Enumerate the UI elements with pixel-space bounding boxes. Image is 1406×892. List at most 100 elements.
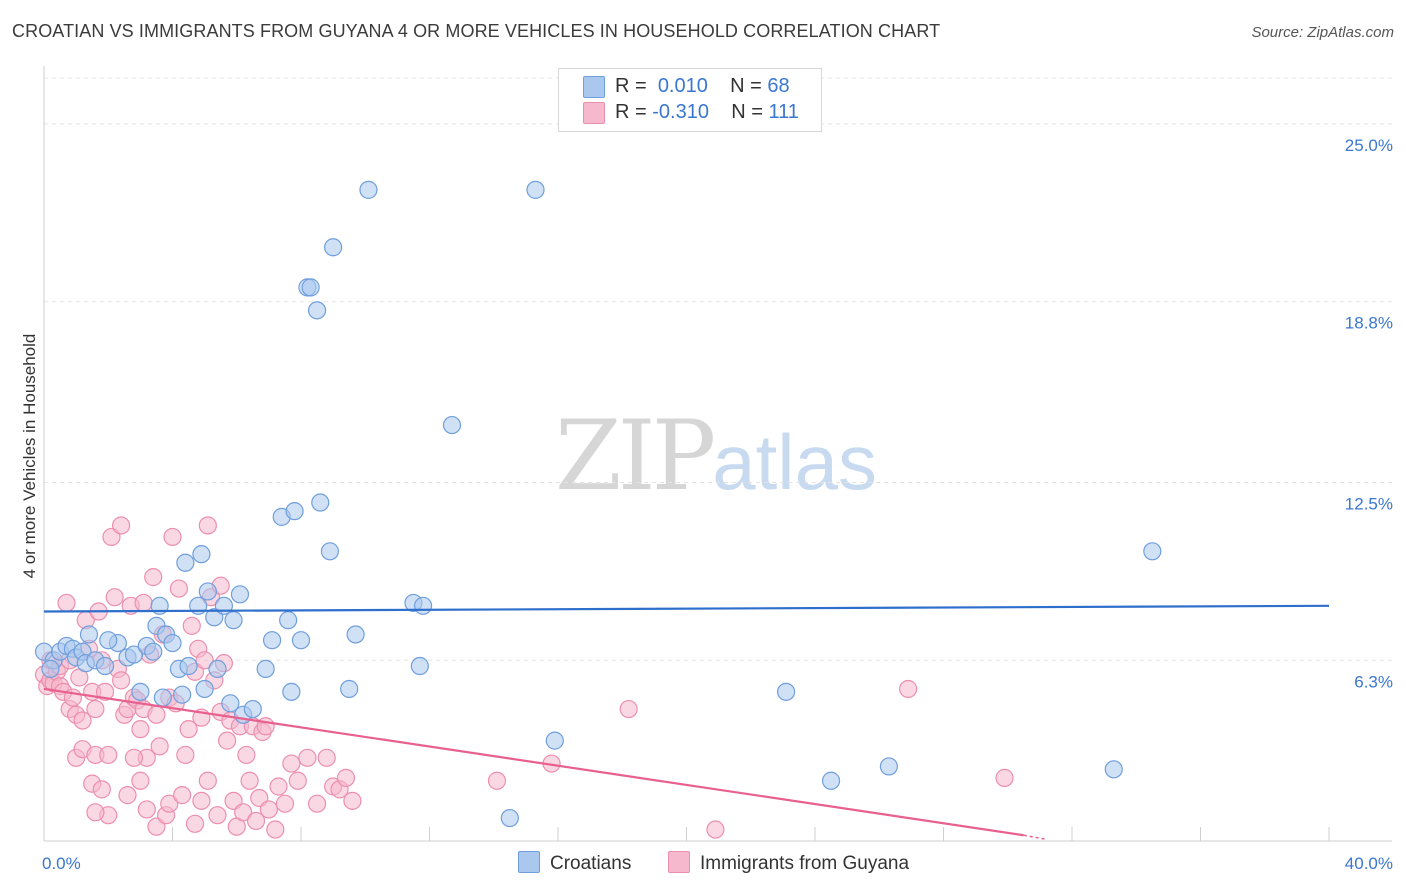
point-croatians	[500, 808, 519, 828]
point-guyana	[336, 768, 356, 787]
y-tick-label: 12.5%	[1345, 494, 1393, 513]
point-guyana	[160, 794, 179, 813]
point-croatians	[198, 582, 217, 601]
point-croatians	[359, 180, 378, 199]
point-croatians	[285, 502, 304, 521]
point-guyana	[86, 699, 105, 719]
point-croatians	[821, 771, 841, 790]
trend-line-guyana	[43, 687, 1024, 837]
point-guyana	[179, 720, 198, 739]
point-guyana	[185, 814, 205, 833]
point-guyana	[111, 671, 131, 690]
point-guyana	[99, 745, 118, 765]
y-tick-label: 25.0%	[1345, 136, 1393, 155]
point-croatians	[144, 642, 163, 661]
point-croatians	[224, 611, 243, 630]
point-guyana	[266, 820, 285, 839]
point-croatians	[307, 301, 327, 320]
legend-n-label-guyana: N =	[731, 101, 763, 123]
x-tick-label: 0.0%	[42, 854, 81, 873]
point-guyana	[275, 794, 295, 813]
watermark-atlas: atlas	[712, 418, 877, 506]
point-croatians	[153, 688, 172, 707]
point-guyana	[899, 679, 918, 699]
legend-r-label-croatians: R =	[615, 75, 647, 97]
y-tick-label: 6.3%	[1354, 672, 1393, 691]
point-guyana	[298, 748, 317, 767]
point-croatians	[279, 611, 298, 630]
trend-extension-guyana	[1023, 834, 1046, 841]
source-label: Source: ZipAtlas.com	[1251, 24, 1394, 41]
point-croatians	[95, 656, 115, 676]
bottom-legend-swatch-croatians	[518, 851, 540, 873]
point-guyana	[237, 745, 256, 765]
point-croatians	[221, 694, 240, 713]
point-croatians	[545, 731, 564, 750]
legend-r-label-guyana: R =	[615, 101, 647, 123]
point-guyana	[147, 705, 166, 724]
point-guyana	[307, 794, 327, 813]
bottom-legend-guyana: Immigrants from Guyana	[668, 851, 909, 875]
point-guyana	[144, 568, 163, 587]
legend-n-value-croatians: 68	[767, 75, 790, 97]
point-croatians	[230, 585, 250, 604]
point-guyana	[282, 754, 301, 773]
point-guyana	[137, 800, 156, 819]
point-guyana	[343, 791, 362, 810]
point-croatians	[176, 553, 195, 572]
point-croatians	[163, 633, 182, 653]
point-guyana	[105, 588, 124, 607]
point-guyana	[240, 771, 259, 790]
point-guyana	[131, 720, 150, 739]
legend-swatch-guyana	[583, 102, 605, 124]
point-guyana	[163, 527, 182, 547]
point-croatians	[1104, 760, 1123, 779]
point-guyana	[150, 737, 169, 756]
point-guyana	[86, 803, 105, 822]
y-tick-label: 18.8%	[1345, 314, 1393, 333]
point-guyana	[487, 771, 507, 790]
point-guyana	[182, 616, 201, 635]
point-guyana	[192, 791, 211, 810]
point-croatians	[320, 542, 340, 561]
point-guyana	[111, 516, 131, 535]
bottom-legend-croatians: Croatians	[518, 851, 631, 875]
point-guyana	[198, 516, 217, 535]
bottom-legend-swatch-guyana	[668, 851, 690, 873]
point-guyana	[92, 780, 111, 799]
bottom-legend-label-guyana: Immigrants from Guyana	[700, 853, 910, 874]
point-croatians	[256, 659, 275, 678]
bottom-legend-label-croatians: Croatians	[550, 853, 632, 874]
legend-swatch-croatians	[583, 76, 605, 98]
point-guyana	[246, 811, 266, 831]
point-croatians	[346, 625, 365, 644]
point-guyana	[208, 806, 227, 825]
point-guyana	[198, 771, 217, 790]
point-croatians	[173, 685, 192, 704]
correlation-legend: R = 0.010 N = 68 R = -0.310 N = 111	[558, 68, 822, 132]
point-croatians	[413, 596, 433, 615]
point-guyana	[195, 651, 214, 670]
point-croatians	[526, 180, 545, 199]
point-croatians	[301, 278, 320, 297]
x-tick-label: 40.0%	[1345, 854, 1393, 873]
point-croatians	[442, 415, 462, 435]
point-croatians	[410, 656, 429, 676]
point-guyana	[995, 768, 1014, 787]
watermark: ZIPatlas	[555, 400, 877, 512]
point-guyana	[169, 579, 189, 598]
point-croatians	[131, 682, 150, 701]
point-guyana	[259, 800, 278, 819]
point-croatians	[291, 631, 311, 650]
point-croatians	[243, 699, 262, 719]
point-guyana	[619, 699, 638, 719]
point-croatians	[79, 625, 99, 644]
point-croatians	[41, 659, 60, 678]
point-croatians	[99, 631, 118, 650]
point-guyana	[706, 820, 725, 839]
point-croatians	[262, 631, 282, 650]
point-guyana	[288, 771, 307, 790]
point-croatians	[324, 238, 343, 257]
point-guyana	[234, 803, 253, 822]
